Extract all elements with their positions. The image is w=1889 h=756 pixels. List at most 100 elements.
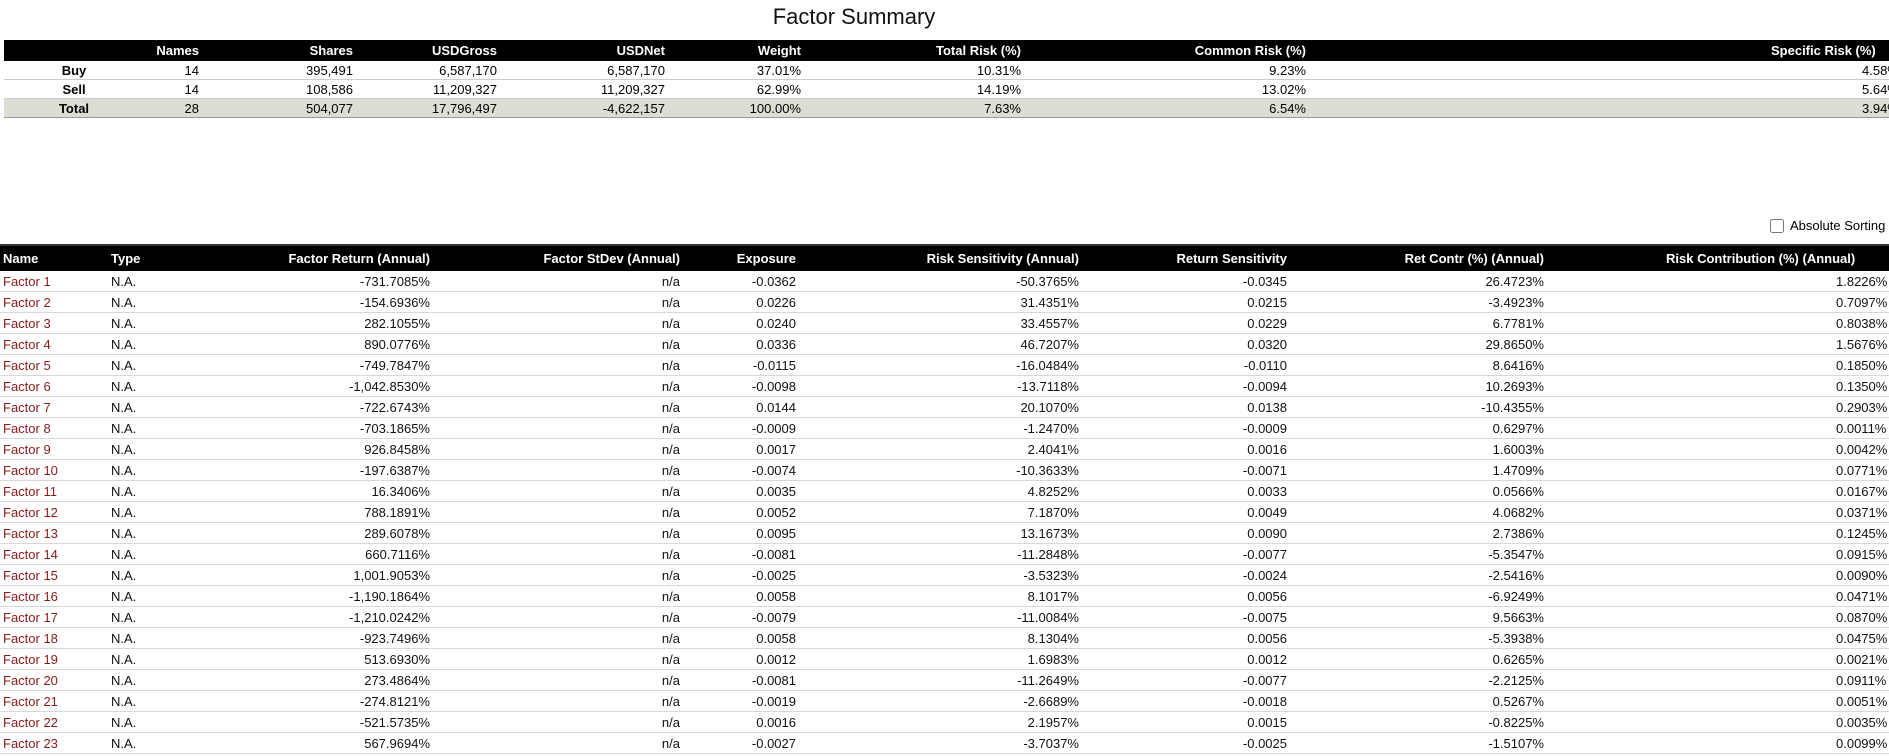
factor-name-cell[interactable]: Factor 10 (0, 459, 108, 481)
factor-cell: 282.1055% (178, 312, 433, 334)
factor-type-cell: N.A. (108, 271, 178, 292)
factor-row[interactable]: Factor 3 N.A. 282.1055% n/a 0.0240 33.4557% 0.… (0, 312, 1889, 334)
factor-name-cell[interactable]: Factor 7 (0, 396, 108, 418)
factor-cell: -11.0084% (799, 606, 1082, 628)
summary-header-cell[interactable]: Names (144, 40, 202, 61)
factor-name-cell[interactable]: Factor 23 (0, 732, 108, 754)
factor-cell: -1,042.8530% (178, 375, 433, 397)
factor-row[interactable]: Factor 5 N.A. -749.7847% n/a -0.0115 -16.0484… (0, 354, 1889, 376)
factor-name-cell[interactable]: Factor 14 (0, 543, 108, 565)
factor-cell: 0.0771% (1547, 459, 1889, 481)
factor-row[interactable]: Factor 17 N.A. -1,210.0242% n/a -0.0079 -11.0… (0, 606, 1889, 628)
factor-name-cell[interactable]: Factor 18 (0, 627, 108, 649)
factor-name-cell[interactable]: Factor 20 (0, 669, 108, 691)
factor-cell: n/a (433, 690, 683, 712)
factor-cell: -2.6689% (799, 690, 1082, 712)
factor-type-cell: N.A. (108, 627, 178, 649)
factor-name-cell[interactable]: Factor 22 (0, 711, 108, 733)
factor-name-cell[interactable]: Factor 6 (0, 375, 108, 397)
factor-cell: 0.0870% (1547, 606, 1889, 628)
factor-row[interactable]: Factor 18 N.A. -923.7496% n/a 0.0058 8.1304% 0… (0, 627, 1889, 649)
factor-name-cell[interactable]: Factor 11 (0, 480, 108, 502)
factor-cell: -3.5323% (799, 564, 1082, 586)
factor-name-cell[interactable]: Factor 3 (0, 312, 108, 334)
factor-header-cell[interactable]: Factor Return (Annual) (178, 244, 433, 271)
summary-header-cell[interactable]: Common Risk (%) (1024, 40, 1309, 61)
summary-header-cell[interactable]: USDNet (500, 40, 668, 61)
summary-cell: 28 (144, 98, 202, 118)
factor-name-cell[interactable]: Factor 17 (0, 606, 108, 628)
factor-cell: 660.7116% (178, 543, 433, 565)
factor-header-cell[interactable]: Ret Contr (%) (Annual) (1290, 244, 1547, 271)
factor-row[interactable]: Factor 6 N.A. -1,042.8530% n/a -0.0098 -13.71… (0, 375, 1889, 397)
factor-row[interactable]: Factor 4 N.A. 890.0776% n/a 0.0336 46.7207% 0.… (0, 333, 1889, 355)
factor-row[interactable]: Factor 20 N.A. 273.4864% n/a -0.0081 -11.2649… (0, 669, 1889, 691)
factor-name-cell[interactable]: Factor 15 (0, 564, 108, 586)
factor-header-cell[interactable]: Name (0, 244, 108, 271)
factor-row[interactable]: Factor 11 N.A. 16.3406% n/a 0.0035 4.8252% 0.0… (0, 480, 1889, 502)
summary-header-cell[interactable]: Weight (668, 40, 804, 61)
factor-row[interactable]: Factor 10 N.A. -197.6387% n/a -0.0074 -10.363… (0, 459, 1889, 481)
factor-cell: 890.0776% (178, 333, 433, 355)
summary-cell: 62.99% (668, 79, 804, 99)
summary-header-cell[interactable]: USDGross (356, 40, 500, 61)
factor-cell: 0.0012 (683, 648, 799, 670)
factor-cell: 0.0144 (683, 396, 799, 418)
factor-cell: 0.0051% (1547, 690, 1889, 712)
summary-header-cell[interactable]: Shares (202, 40, 356, 61)
factor-name-cell[interactable]: Factor 4 (0, 333, 108, 355)
factor-name-cell[interactable]: Factor 19 (0, 648, 108, 670)
summary-cell: 395,491 (202, 61, 356, 80)
factor-cell: -5.3547% (1290, 543, 1547, 565)
factor-row[interactable]: Factor 22 N.A. -521.5735% n/a 0.0016 2.1957% 0… (0, 711, 1889, 733)
factor-cell: 0.7097% (1547, 291, 1889, 313)
factor-row[interactable]: Factor 19 N.A. 513.6930% n/a 0.0012 1.6983% 0.… (0, 648, 1889, 670)
factor-cell: 1.8226% (1547, 271, 1889, 292)
factor-cell: 0.1245% (1547, 522, 1889, 544)
factor-name-cell[interactable]: Factor 5 (0, 354, 108, 376)
factor-row[interactable]: Factor 21 N.A. -274.8121% n/a -0.0019 -2.6689… (0, 690, 1889, 712)
factor-table-container: Name Type Factor Return (Annual) Factor … (0, 244, 1889, 754)
factor-cell: n/a (433, 333, 683, 355)
summary-header-cell[interactable]: Specific Risk (%) (1309, 40, 1889, 61)
summary-cell: -4,622,157 (500, 98, 668, 118)
summary-header-cell[interactable] (4, 40, 144, 61)
factor-row[interactable]: Factor 7 N.A. -722.6743% n/a 0.0144 20.1070% 0… (0, 396, 1889, 418)
factor-row[interactable]: Factor 9 N.A. 926.8458% n/a 0.0017 2.4041% 0.0… (0, 438, 1889, 460)
factor-header-cell[interactable]: Factor StDev (Annual) (433, 244, 683, 271)
factor-name-cell[interactable]: Factor 2 (0, 291, 108, 313)
summary-cell: 3.94% (1309, 98, 1889, 118)
factor-row[interactable]: Factor 12 N.A. 788.1891% n/a 0.0052 7.1870% 0.… (0, 501, 1889, 523)
factor-cell: 0.0371% (1547, 501, 1889, 523)
factor-name-cell[interactable]: Factor 13 (0, 522, 108, 544)
absolute-sorting-checkbox[interactable] (1770, 218, 1784, 233)
factor-row[interactable]: Factor 1 N.A. -731.7085% n/a -0.0362 -50.3765… (0, 271, 1889, 292)
factor-header-cell[interactable]: Return Sensitivity (1082, 244, 1290, 271)
factor-cell: 0.0475% (1547, 627, 1889, 649)
factor-name-cell[interactable]: Factor 9 (0, 438, 108, 460)
summary-header-cell[interactable]: Total Risk (%) (804, 40, 1024, 61)
factor-name-cell[interactable]: Factor 12 (0, 501, 108, 523)
factor-row[interactable]: Factor 15 N.A. 1,001.9053% n/a -0.0025 -3.532… (0, 564, 1889, 586)
factor-header-cell[interactable]: Risk Contribution (%) (Annual) (1547, 244, 1889, 271)
factor-cell: 0.0033 (1082, 480, 1290, 502)
factor-cell: 1.5676% (1547, 333, 1889, 355)
factor-name-cell[interactable]: Factor 8 (0, 417, 108, 439)
factor-cell: 0.8038% (1547, 312, 1889, 334)
factor-row[interactable]: Factor 2 N.A. -154.6936% n/a 0.0226 31.4351% 0… (0, 291, 1889, 313)
absolute-sorting-control[interactable]: Absolute Sorting (1770, 218, 1885, 233)
factor-name-cell[interactable]: Factor 16 (0, 585, 108, 607)
factor-type-cell: N.A. (108, 438, 178, 460)
factor-header-cell[interactable]: Type (108, 244, 178, 271)
factor-row[interactable]: Factor 8 N.A. -703.1865% n/a -0.0009 -1.2470%… (0, 417, 1889, 439)
factor-name-cell[interactable]: Factor 21 (0, 690, 108, 712)
factor-type-cell: N.A. (108, 312, 178, 334)
factor-header-cell[interactable]: Exposure (683, 244, 799, 271)
factor-cell: -731.7085% (178, 271, 433, 292)
factor-name-cell[interactable]: Factor 1 (0, 271, 108, 292)
factor-header-cell[interactable]: Risk Sensitivity (Annual) (799, 244, 1082, 271)
factor-row[interactable]: Factor 16 N.A. -1,190.1864% n/a 0.0058 8.1017… (0, 585, 1889, 607)
factor-row[interactable]: Factor 14 N.A. 660.7116% n/a -0.0081 -11.2848… (0, 543, 1889, 565)
factor-row[interactable]: Factor 13 N.A. 289.6078% n/a 0.0095 13.1673% 0… (0, 522, 1889, 544)
factor-row[interactable]: Factor 23 N.A. 567.9694% n/a -0.0027 -3.7037%… (0, 732, 1889, 754)
